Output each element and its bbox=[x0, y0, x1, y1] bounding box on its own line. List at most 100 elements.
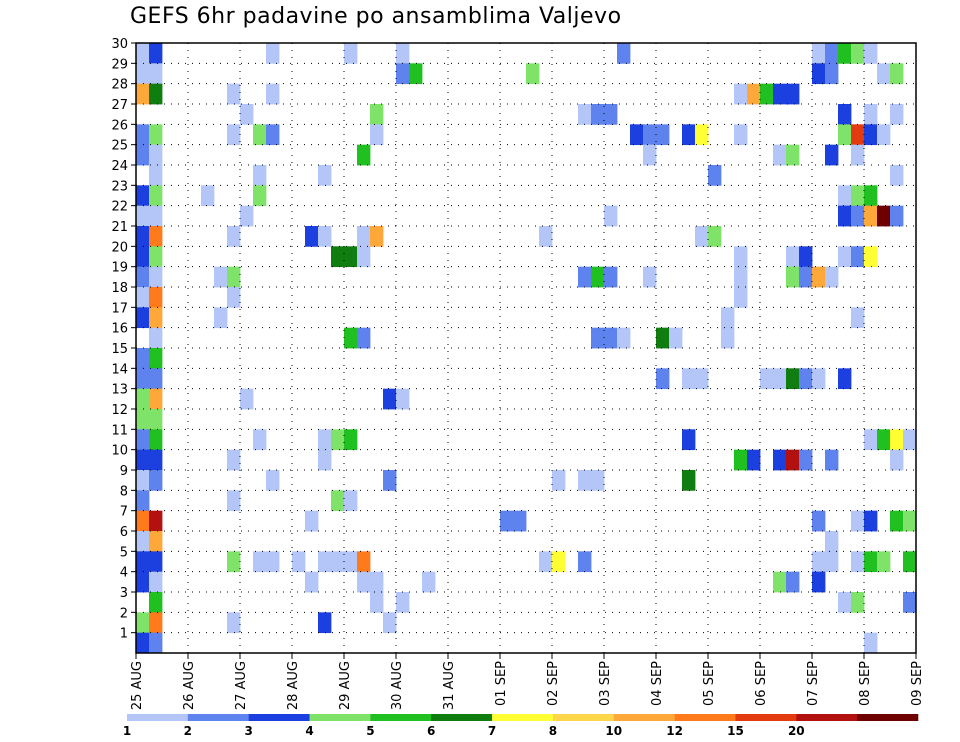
heatmap-cell bbox=[864, 429, 878, 451]
heatmap-cell bbox=[838, 205, 852, 227]
heatmap-cell bbox=[864, 551, 878, 573]
heatmap-cell bbox=[786, 571, 800, 593]
y-tick-label: 24 bbox=[111, 159, 128, 174]
legend-label: 20 bbox=[788, 724, 805, 738]
x-tick-label: 28 AUG bbox=[286, 661, 301, 710]
heatmap-cell bbox=[422, 571, 436, 593]
y-tick-label: 19 bbox=[111, 261, 128, 276]
heatmap-cell bbox=[318, 165, 332, 186]
heatmap-cell bbox=[357, 144, 371, 166]
heatmap-cell bbox=[578, 266, 592, 288]
heatmap-cell bbox=[331, 246, 345, 268]
heatmap-cell bbox=[734, 449, 748, 471]
heatmap-cell bbox=[214, 266, 228, 288]
heatmap-cell bbox=[812, 43, 826, 64]
heatmap-cell bbox=[643, 124, 657, 146]
legend-label: 12 bbox=[666, 724, 683, 738]
heatmap-cell bbox=[825, 551, 839, 573]
y-tick-label: 1 bbox=[120, 627, 128, 642]
heatmap-cell bbox=[136, 612, 150, 634]
x-tick-label: 01 SEP bbox=[494, 661, 509, 706]
heatmap-cells bbox=[136, 43, 917, 654]
heatmap-cell bbox=[227, 124, 241, 146]
heatmap-cell bbox=[136, 83, 150, 105]
heatmap-cell bbox=[734, 83, 748, 105]
y-tick-label: 25 bbox=[111, 139, 128, 154]
heatmap-cell bbox=[214, 307, 228, 329]
heatmap-cell bbox=[136, 307, 150, 329]
heatmap-cell bbox=[734, 287, 748, 308]
heatmap-cell bbox=[149, 571, 163, 593]
heatmap-cell bbox=[526, 63, 540, 85]
legend-swatch bbox=[309, 714, 371, 721]
heatmap-cell bbox=[253, 165, 267, 186]
heatmap-cell bbox=[903, 592, 917, 613]
heatmap-cell bbox=[851, 43, 865, 64]
heatmap-cell bbox=[825, 449, 839, 471]
heatmap-cell bbox=[838, 246, 852, 268]
heatmap-cell bbox=[617, 327, 631, 349]
legend-swatch bbox=[735, 714, 797, 721]
heatmap-cell bbox=[136, 470, 150, 491]
legend-swatch bbox=[674, 714, 736, 721]
y-tick-label: 2 bbox=[120, 606, 128, 621]
heatmap-cell bbox=[240, 388, 254, 410]
heatmap-cell bbox=[149, 205, 163, 227]
heatmap-cell bbox=[149, 348, 163, 369]
heatmap-cell bbox=[149, 287, 163, 308]
heatmap-cell bbox=[266, 83, 280, 105]
heatmap-cell bbox=[890, 63, 904, 85]
heatmap-cell bbox=[227, 83, 241, 105]
heatmap-cell bbox=[760, 368, 774, 390]
heatmap-cell bbox=[500, 510, 514, 532]
heatmap-cell bbox=[357, 226, 371, 247]
x-tick-label: 25 AUG bbox=[130, 661, 145, 710]
heatmap-cell bbox=[539, 551, 553, 573]
y-tick-label: 3 bbox=[120, 586, 128, 601]
heatmap-cell bbox=[396, 388, 410, 410]
heatmap-cell bbox=[383, 388, 397, 410]
legend-label: 1 bbox=[123, 724, 131, 738]
heatmap-cell bbox=[149, 246, 163, 268]
heatmap-cell bbox=[149, 185, 163, 207]
heatmap-cell bbox=[149, 43, 163, 64]
heatmap-cell bbox=[357, 571, 371, 593]
y-tick-label: 30 bbox=[111, 37, 128, 52]
heatmap-cell bbox=[149, 632, 163, 654]
heatmap-cell bbox=[149, 510, 163, 532]
y-tick-label: 12 bbox=[111, 403, 128, 418]
heatmap-cell bbox=[656, 327, 670, 349]
heatmap-cell bbox=[253, 551, 267, 573]
heatmap-cell bbox=[370, 592, 384, 613]
heatmap-cell bbox=[318, 226, 332, 247]
y-tick-label: 26 bbox=[111, 118, 128, 133]
y-tick-label: 9 bbox=[120, 464, 128, 479]
legend-label: 7 bbox=[488, 724, 496, 738]
heatmap-cell bbox=[864, 124, 878, 146]
heatmap-cell bbox=[604, 205, 618, 227]
heatmap-cell bbox=[344, 43, 358, 64]
y-tick-label: 17 bbox=[111, 301, 128, 316]
y-axis: 1234567891011121314151617181920212223242… bbox=[111, 37, 136, 642]
x-tick-label: 07 SEP bbox=[806, 661, 821, 706]
legend-swatch bbox=[370, 714, 432, 721]
heatmap-cell bbox=[578, 470, 592, 491]
legend-label: 4 bbox=[305, 724, 313, 738]
y-tick-label: 22 bbox=[111, 200, 128, 215]
heatmap-cell bbox=[851, 246, 865, 268]
heatmap-cell bbox=[136, 266, 150, 288]
heatmap-cell bbox=[656, 368, 670, 390]
heatmap-cell bbox=[227, 551, 241, 573]
heatmap-cell bbox=[864, 510, 878, 532]
heatmap-cell bbox=[149, 531, 163, 552]
heatmap-cell bbox=[149, 429, 163, 451]
heatmap-cell bbox=[149, 470, 163, 491]
heatmap-cell bbox=[357, 327, 371, 349]
y-tick-label: 16 bbox=[111, 322, 128, 337]
heatmap-cell bbox=[149, 266, 163, 288]
x-tick-label: 05 SEP bbox=[702, 661, 717, 706]
heatmap-cell bbox=[227, 287, 241, 308]
heatmap-cell bbox=[149, 83, 163, 105]
heatmap-cell bbox=[838, 124, 852, 146]
legend-label: 2 bbox=[184, 724, 192, 738]
